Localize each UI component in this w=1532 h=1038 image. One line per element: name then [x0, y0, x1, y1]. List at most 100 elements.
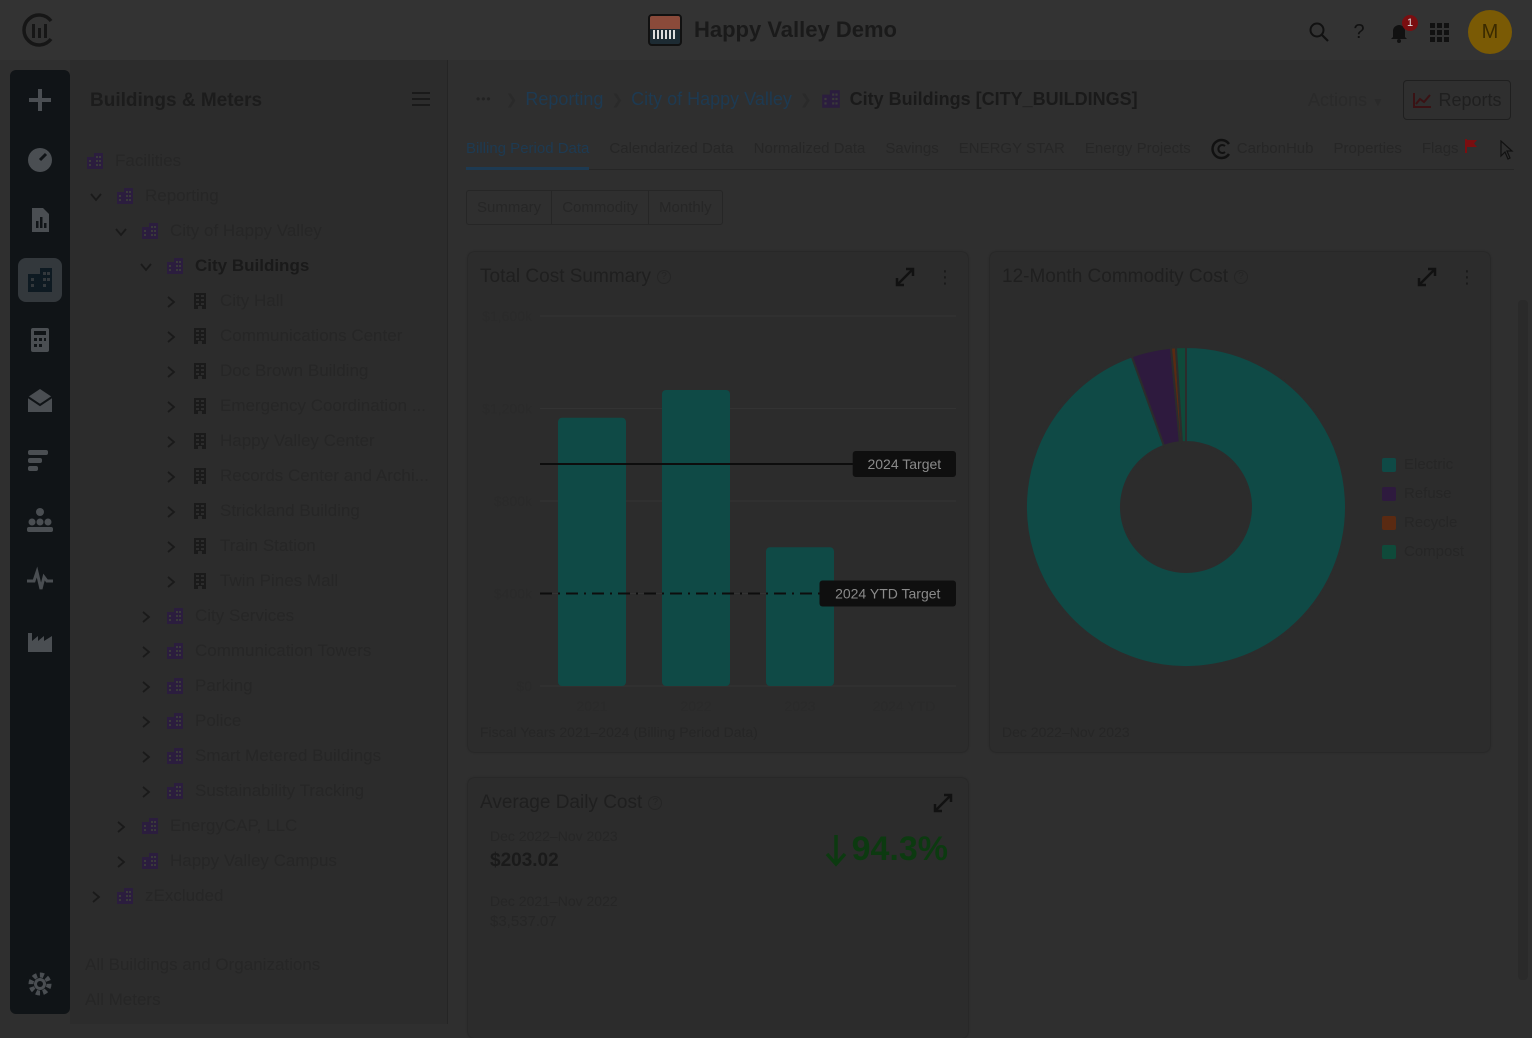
chevron-right-icon[interactable]: [139, 714, 153, 728]
factory-icon[interactable]: [18, 618, 62, 662]
bills-icon[interactable]: [18, 378, 62, 422]
expand-icon[interactable]: [894, 266, 916, 288]
tree-item[interactable]: Smart Metered Buildings: [139, 741, 381, 771]
all-buildings-link[interactable]: All Buildings and Organizations: [85, 955, 321, 974]
tab-savings[interactable]: Savings: [885, 138, 938, 170]
org-chart-icon[interactable]: [18, 498, 62, 542]
chevron-right-icon[interactable]: [139, 679, 153, 693]
calculator-icon[interactable]: [18, 318, 62, 362]
chevron-right-icon[interactable]: [139, 644, 153, 658]
chevron-right-icon[interactable]: [114, 819, 128, 833]
chevron-right-icon[interactable]: [164, 329, 178, 343]
chevron-right-icon[interactable]: [164, 574, 178, 588]
chevron-right-icon[interactable]: [164, 294, 178, 308]
breadcrumb-city[interactable]: City of Happy Valley: [631, 88, 792, 109]
tree-item[interactable]: Communications Center: [164, 321, 402, 351]
hamburger-menu-icon[interactable]: [412, 92, 430, 106]
tree-item[interactable]: City of Happy Valley: [114, 216, 322, 246]
tree-item[interactable]: City Services: [139, 601, 294, 631]
caret-down-icon: ▼: [1372, 95, 1384, 109]
tab-label: Energy Projects: [1084, 140, 1191, 157]
avatar[interactable]: M: [1468, 10, 1512, 54]
tab-carbonhub[interactable]: CarbonHub: [1211, 138, 1314, 170]
help-icon[interactable]: ?: [657, 270, 672, 284]
expand-icon[interactable]: [932, 792, 954, 814]
pulse-icon[interactable]: [18, 558, 62, 602]
tree-item-label: Happy Valley Center: [220, 431, 375, 450]
tree-item[interactable]: Reporting: [89, 181, 219, 211]
tree-item[interactable]: City Buildings: [139, 251, 309, 281]
reports-icon[interactable]: [18, 198, 62, 242]
tab-flags[interactable]: Flags: [1422, 138, 1479, 170]
chevron-right-icon[interactable]: [164, 469, 178, 483]
tree-item[interactable]: Records Center and Archi...: [164, 461, 429, 491]
more-vert-icon[interactable]: ⋮: [1458, 266, 1476, 287]
chevron-right-icon[interactable]: [89, 889, 103, 903]
legend-item[interactable]: Compost: [1382, 537, 1464, 566]
tree-item[interactable]: Emergency Coordination ...: [164, 391, 426, 421]
chevron-right-icon[interactable]: [164, 364, 178, 378]
chevron-down-icon[interactable]: [89, 189, 103, 203]
chevron-right-icon[interactable]: [139, 784, 153, 798]
legend-item[interactable]: Refuse: [1382, 479, 1464, 508]
legend-item[interactable]: Electric: [1382, 450, 1464, 479]
tree-item[interactable]: Facilities: [85, 146, 181, 176]
tab-properties[interactable]: Properties: [1334, 138, 1402, 170]
tree-item[interactable]: zExcluded: [89, 881, 223, 911]
chevron-down-icon[interactable]: [114, 224, 128, 238]
help-icon[interactable]: ?: [648, 796, 663, 810]
energycap-logo-icon[interactable]: [18, 10, 58, 50]
tree-item[interactable]: Communication Towers: [139, 636, 371, 666]
tab-energy-projects[interactable]: Energy Projects: [1085, 138, 1191, 170]
breadcrumb-reporting[interactable]: Reporting: [525, 88, 604, 109]
gantt-icon[interactable]: [18, 438, 62, 482]
add-icon[interactable]: [18, 78, 62, 122]
tree-item[interactable]: Train Station: [164, 531, 316, 561]
tab-billing-period-data[interactable]: Billing Period Data: [466, 138, 590, 170]
subtab-monthly[interactable]: Monthly: [659, 199, 712, 216]
help-icon[interactable]: ?: [1233, 270, 1248, 284]
tree-item-label: Happy Valley Campus: [170, 851, 337, 870]
expand-icon[interactable]: [1416, 266, 1438, 288]
tree-item[interactable]: Sustainability Tracking: [139, 776, 364, 806]
all-meters-link[interactable]: All Meters: [85, 990, 161, 1009]
tree-item[interactable]: City Hall: [164, 286, 283, 316]
chevron-right-icon[interactable]: [164, 434, 178, 448]
actions-dropdown[interactable]: Actions ▼: [1308, 90, 1384, 111]
tree-item[interactable]: Happy Valley Campus: [114, 846, 337, 876]
chevron-right-icon[interactable]: [164, 504, 178, 518]
tab-energy-star[interactable]: ENERGY STAR: [959, 138, 1065, 170]
tree-item[interactable]: Strickland Building: [164, 496, 360, 526]
subtab-commodity[interactable]: Commodity: [552, 191, 650, 224]
tab-calendarized-data[interactable]: Calendarized Data: [609, 138, 733, 170]
tab-label: ENERGY STAR: [958, 140, 1065, 157]
buildings-icon[interactable]: [18, 258, 62, 302]
scrollbar[interactable]: [1518, 300, 1528, 980]
more-vert-icon[interactable]: ⋮: [936, 266, 954, 287]
tab-normalized-data[interactable]: Normalized Data: [754, 138, 866, 170]
tree-item[interactable]: Twin Pines Mall: [164, 566, 338, 596]
grid-icon[interactable]: [1428, 21, 1450, 43]
search-icon[interactable]: [1308, 21, 1330, 43]
chevron-down-icon[interactable]: [139, 259, 153, 273]
bell-icon[interactable]: 1: [1388, 15, 1418, 43]
settings-icon[interactable]: [18, 962, 62, 1006]
chevron-right-icon[interactable]: [139, 609, 153, 623]
tree-item[interactable]: EnergyCAP, LLC: [114, 811, 297, 841]
legend-item[interactable]: Recycle: [1382, 508, 1464, 537]
tree-item[interactable]: Doc Brown Building: [164, 356, 368, 386]
chevron-right-icon[interactable]: [139, 749, 153, 763]
tree-item[interactable]: Police: [139, 706, 241, 736]
chevron-right-icon[interactable]: [164, 539, 178, 553]
main-content: ••• ❯ Reporting ❯ City of Happy Valley ❯…: [448, 60, 1532, 1038]
tree-item[interactable]: Happy Valley Center: [164, 426, 375, 456]
chart-footnote: Dec 2022–Nov 2023: [1002, 724, 1130, 740]
chevron-right-icon[interactable]: [114, 854, 128, 868]
tree-item[interactable]: Parking: [139, 671, 253, 701]
breadcrumb-ellipsis[interactable]: •••: [476, 92, 492, 106]
dashboard-icon[interactable]: [18, 138, 62, 182]
help-icon[interactable]: ?: [1353, 21, 1365, 43]
subtab-summary[interactable]: Summary: [467, 191, 553, 224]
reports-button[interactable]: Reports: [1403, 80, 1511, 120]
chevron-right-icon[interactable]: [164, 399, 178, 413]
